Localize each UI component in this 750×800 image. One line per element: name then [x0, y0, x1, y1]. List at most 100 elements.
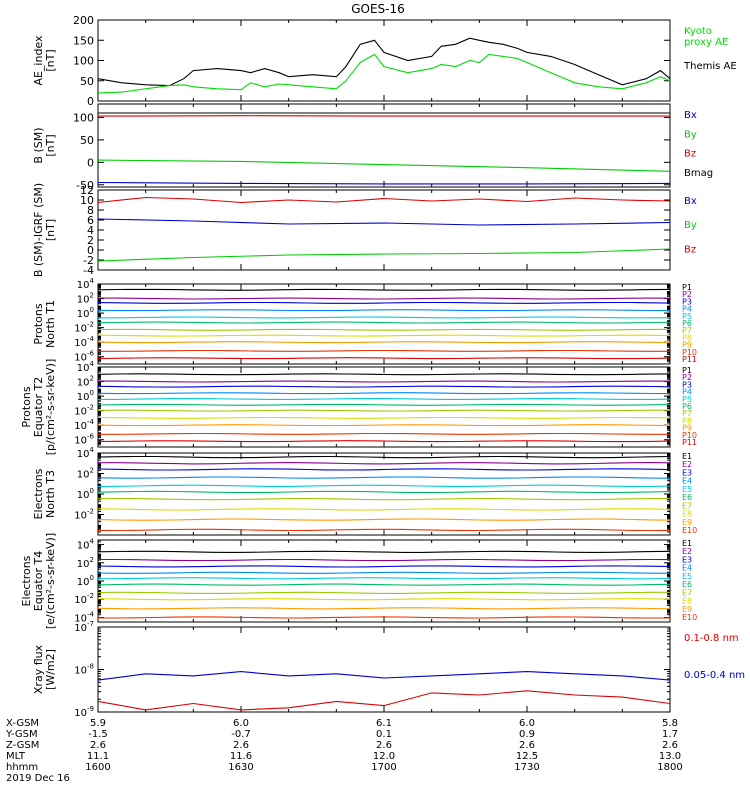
footer-value: 0.1 — [376, 729, 392, 740]
footer-value: 6.0 — [233, 718, 249, 729]
legend-entry: By — [684, 220, 697, 231]
footer-value: 2.6 — [376, 740, 392, 751]
y-tick-label: 10-4 — [74, 418, 94, 432]
channel-p1 — [98, 288, 670, 291]
footer-row-label: hhmm — [6, 762, 38, 773]
series-bx — [98, 181, 670, 185]
legend-entry: 0.1-0.8 nm — [684, 633, 739, 644]
panel-data — [98, 112, 670, 185]
panel-data — [98, 37, 670, 94]
legend-p5: P5 — [682, 312, 692, 321]
y-tick-label: 104 — [77, 360, 95, 374]
legend-e7: E7 — [682, 588, 692, 597]
legend-p8: P8 — [682, 333, 692, 342]
channel-p3 — [98, 301, 670, 304]
panel-frame — [97, 626, 671, 713]
y-tick-label: 150 — [73, 34, 94, 47]
y-tick-label: 100 — [73, 111, 94, 124]
channel-p5 — [98, 316, 670, 319]
legend-p4: P4 — [682, 388, 692, 397]
y-tick-label: 2 — [87, 234, 94, 247]
legend-e3: E3 — [682, 555, 692, 564]
legend-p2: P2 — [682, 290, 692, 299]
footer-value: -1.5 — [88, 729, 108, 740]
footer-value: 12.5 — [516, 751, 538, 762]
y-tick-label: 12 — [80, 184, 94, 197]
legend-p1: P1 — [682, 366, 692, 375]
y-axis-label: B (SM)-IGRF (SM) — [32, 183, 45, 277]
y-tick-label: 10-2 — [74, 404, 94, 418]
legend-e7: E7 — [682, 501, 692, 510]
channel-p11 — [98, 440, 670, 443]
channel-p9 — [98, 424, 670, 427]
legend-e4: E4 — [682, 477, 692, 486]
series-by — [98, 159, 670, 172]
panel-data — [98, 671, 670, 711]
legend-p6: P6 — [682, 402, 692, 411]
legend-p11: P11 — [682, 355, 697, 364]
legend-entry: Kyoto — [684, 26, 712, 37]
legend-p10: P10 — [682, 431, 697, 440]
legend-p4: P4 — [682, 305, 692, 314]
panel-data — [98, 373, 670, 443]
footer-value: -0.7 — [231, 729, 251, 740]
channel-p4 — [98, 392, 670, 395]
legend-e1: E1 — [682, 452, 692, 461]
footer-value: 5.9 — [90, 718, 106, 729]
footer-value: 1630 — [228, 762, 253, 773]
channel-p6 — [98, 321, 670, 324]
y-tick-label: 104 — [77, 446, 95, 460]
series-kyoto-proxy-ae — [98, 53, 670, 94]
legend-e9: E9 — [682, 518, 692, 527]
legend-e1: E1 — [682, 539, 692, 548]
panel-xray: 10-9 10-8 10-7 Xray flux [W/m2] 0.1-0.8 nm 0.0… — [32, 620, 745, 719]
y-axis-label: Protons — [20, 386, 33, 427]
legend-entry: 0.05-0.4 nm — [684, 670, 745, 681]
legend-entry: Bz — [684, 244, 696, 255]
y-tick-label: 10-6 — [74, 433, 94, 447]
channel-e7 — [98, 497, 670, 501]
channel-e7 — [98, 591, 670, 594]
legend-e5: E5 — [682, 485, 692, 494]
footer-row-label: X-GSM — [6, 718, 39, 729]
y-axis-label: Xray flux — [32, 644, 45, 694]
channel-e5 — [98, 484, 670, 487]
y-tick-label: 10 — [80, 194, 94, 207]
channel-e2 — [98, 558, 670, 562]
footer-value: 2.6 — [519, 740, 535, 751]
channel-p8 — [98, 416, 670, 419]
y-axis-label: B (SM) — [32, 127, 45, 163]
y-axis-label: [W/m2] — [44, 649, 57, 690]
channel-p4 — [98, 309, 670, 312]
y-tick-label: 100 — [77, 306, 94, 320]
footer-value: 5.8 — [662, 718, 678, 729]
panel-data — [98, 288, 670, 360]
y-axis-label: Electrons — [32, 468, 45, 519]
y-tick-label: 6 — [87, 214, 94, 227]
y-tick-label: 8 — [87, 204, 94, 217]
channel-p6 — [98, 403, 670, 406]
series-themis-ae — [98, 37, 670, 87]
y-axis-label: [e/(cm²-s-sr-keV)] — [44, 533, 57, 629]
y-tick-label: 100 — [73, 55, 94, 68]
legend-entry: proxy AE — [684, 37, 728, 48]
channel-e1 — [98, 550, 670, 553]
series-bz — [98, 196, 670, 204]
series-bx — [98, 218, 670, 226]
panel-data — [98, 455, 670, 532]
legend-p2: P2 — [682, 373, 692, 382]
panel-elecn: 10-2 100 102 104 Electrons North T3 E1E2E3E4E5… — [32, 446, 697, 536]
channel-p10 — [98, 349, 670, 352]
y-axis-label: Electrons — [20, 555, 33, 606]
footer-value: 1.7 — [662, 729, 678, 740]
channel-e9 — [98, 518, 670, 521]
y-tick-label: -50 — [76, 179, 94, 192]
footer-value: 1600 — [85, 762, 110, 773]
panel-frame — [97, 366, 671, 448]
legend-p6: P6 — [682, 319, 692, 328]
legend-p3: P3 — [682, 380, 692, 389]
y-axis-label: [nT] — [44, 219, 57, 241]
